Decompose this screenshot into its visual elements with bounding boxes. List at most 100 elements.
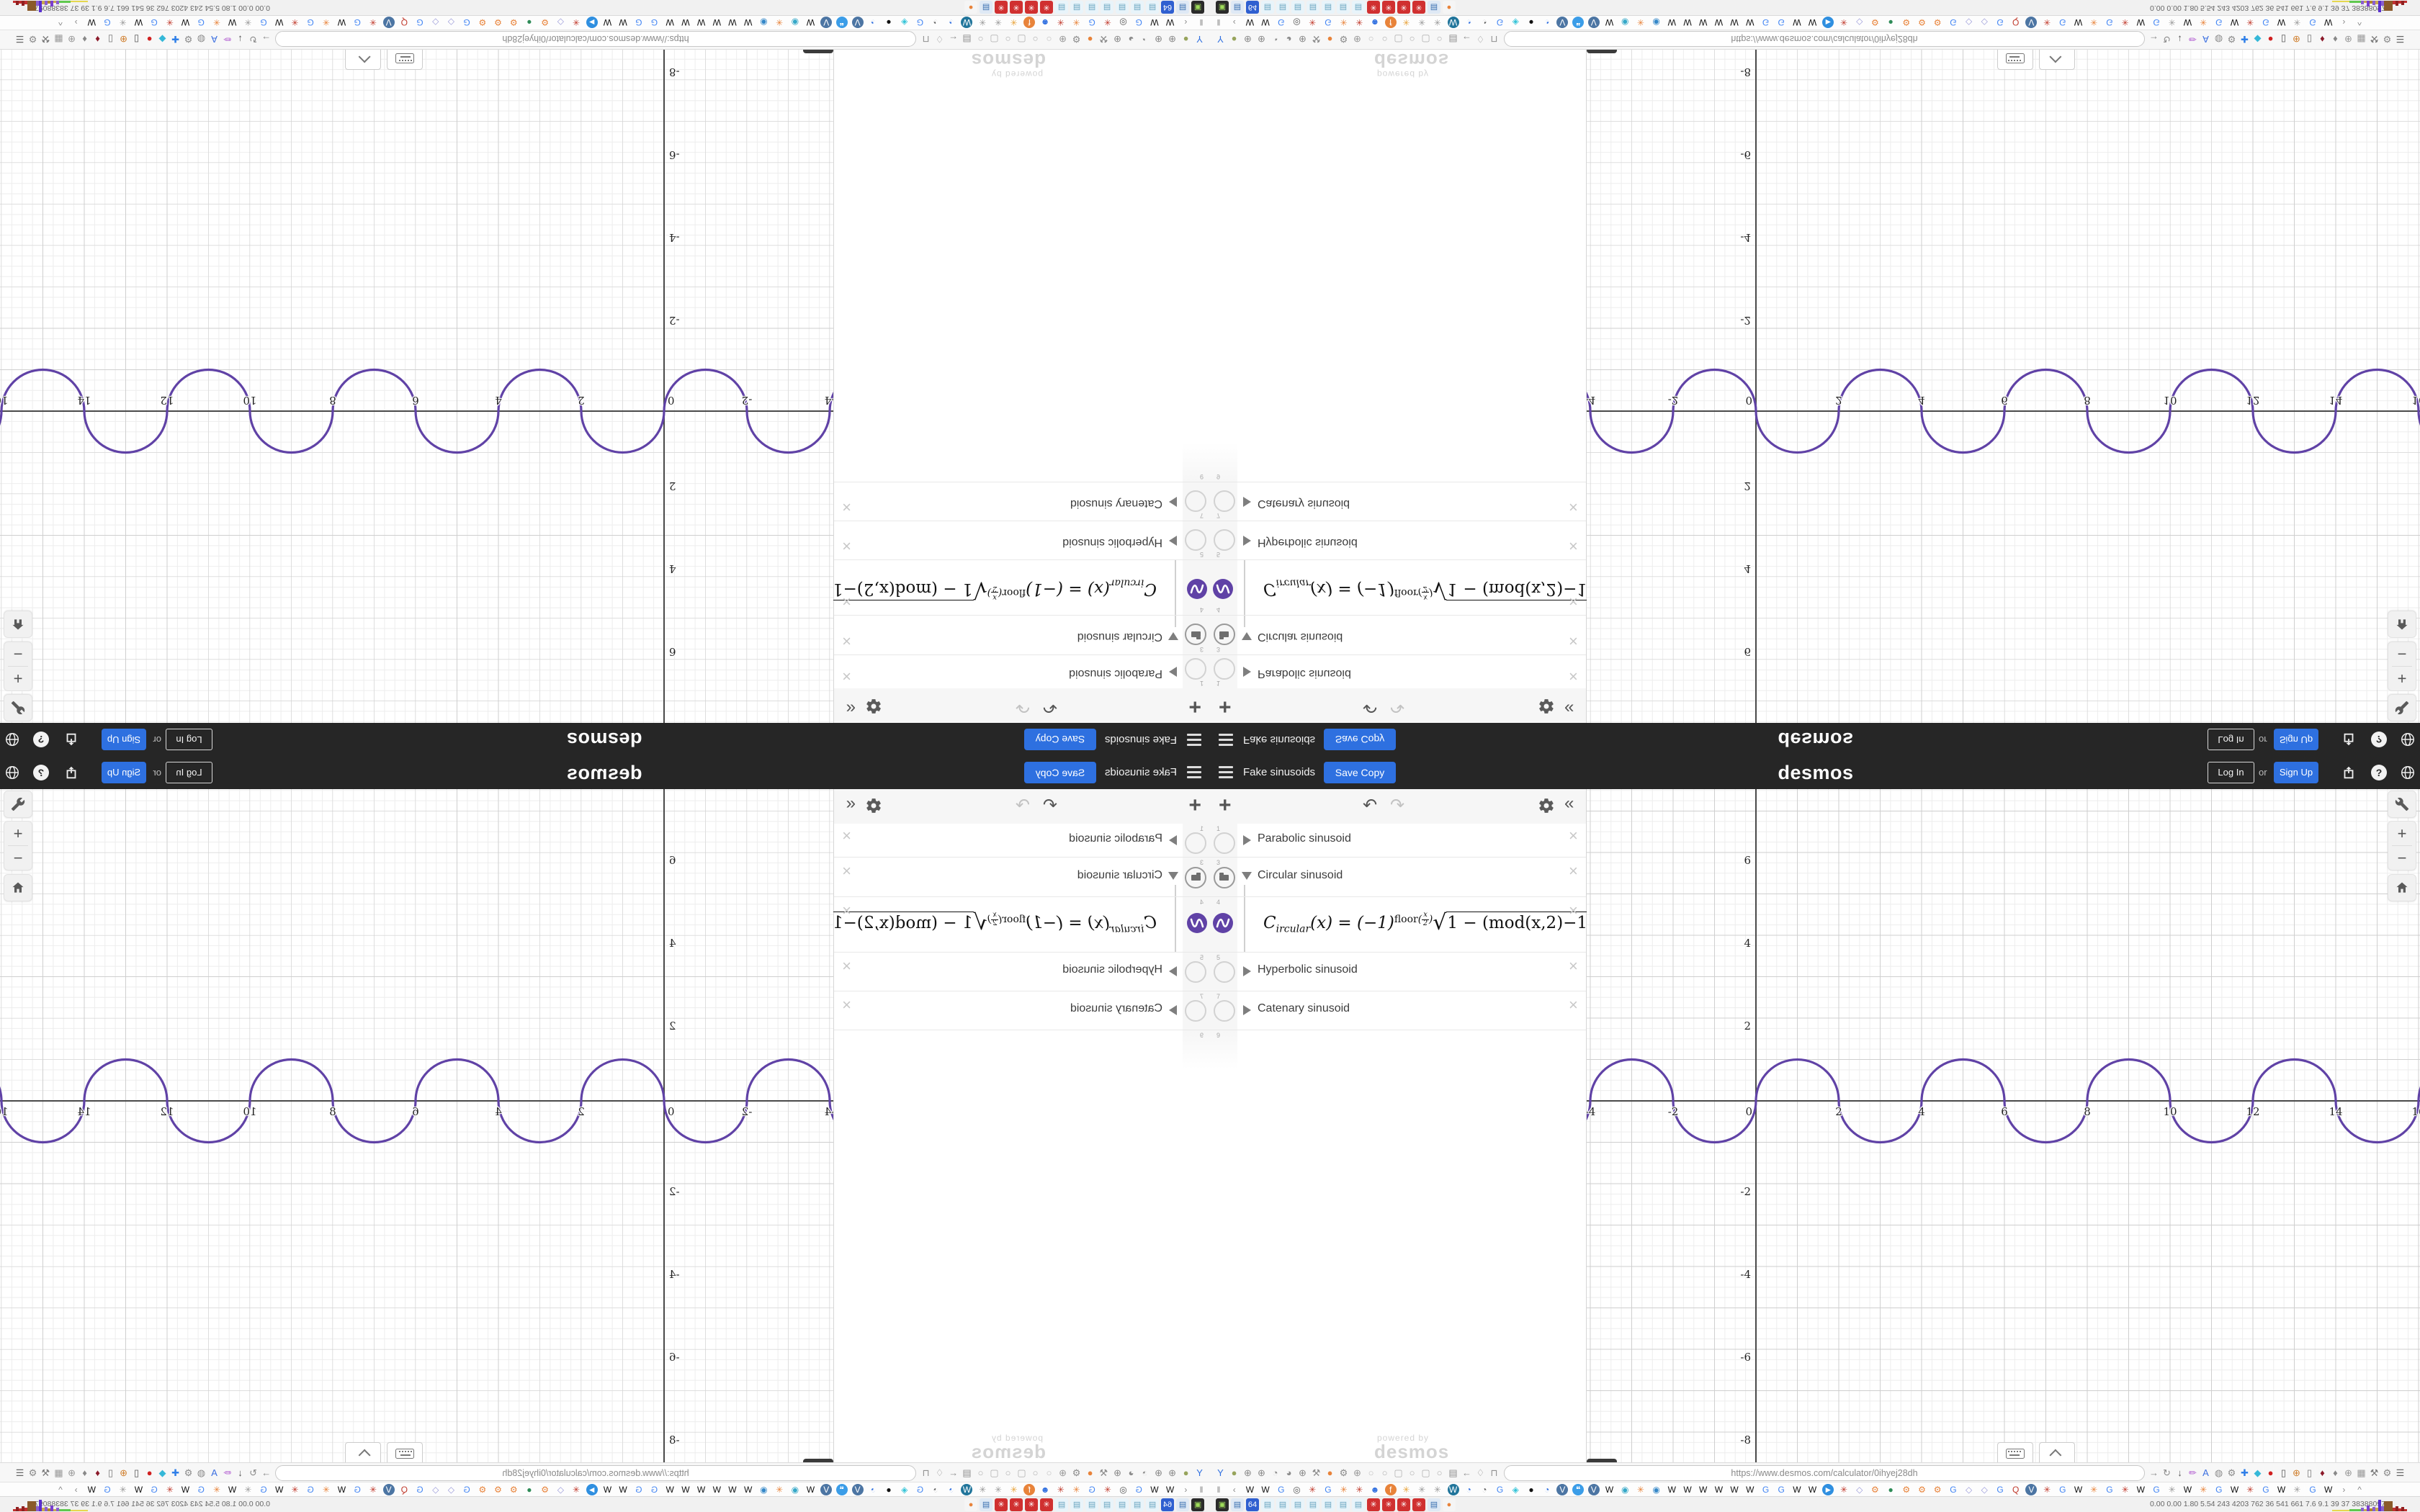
browser-toolbar-icon[interactable]: ● [1087,34,1093,45]
tab-favicon[interactable]: W [2324,1485,2333,1495]
taskbar-app-icon[interactable]: 64 [1161,1,1174,14]
folder-hidden-icon[interactable] [1214,658,1235,680]
tab-favicon[interactable]: W [2277,17,2286,27]
tab-favicon[interactable]: ✳ [776,17,784,27]
tab-favicon[interactable]: ◎ [1293,17,1301,27]
tab-favicon[interactable]: G [1950,17,1957,27]
tab-favicon[interactable]: W [2277,1485,2286,1495]
browser-toolbar-icon[interactable]: ○ [1436,34,1443,45]
tab-favicon[interactable]: ◉ [791,17,799,27]
taskbar-app-icon[interactable]: 64 [1246,1498,1259,1511]
folder-row-catenary[interactable]: 7 Catenary sinusoid × [834,482,1210,521]
tab-favicon[interactable]: G [416,1485,424,1495]
tab-favicon[interactable]: ☻ [1370,1485,1380,1495]
extension-icon[interactable]: ▦ [2357,1467,2366,1478]
browser-toolbar-icon[interactable]: ⊕ [1244,1467,1252,1478]
tab-favicon[interactable]: ◔ [933,1485,938,1495]
tab-favicon[interactable]: ✳ [1839,1485,1848,1495]
zoom-out-button[interactable]: − [2397,645,2407,663]
extension-icon[interactable]: ♦ [2320,34,2325,45]
tab-favicon[interactable]: W [2074,17,2083,27]
tab-favicon[interactable]: G [197,17,205,27]
extension-icon[interactable]: ✚ [171,34,179,45]
tab-favicon[interactable]: ✳ [244,17,252,27]
tab-favicon[interactable]: W [2074,1485,2083,1495]
extension-icon[interactable]: ✚ [2241,34,2249,45]
taskbar-app-icon[interactable]: ✳ [1412,1,1425,14]
tab-favicon[interactable]: G [650,1485,658,1495]
tab-favicon[interactable]: ◇ [432,1485,439,1495]
remove-row-button[interactable]: × [1569,827,1578,845]
tab-favicon[interactable]: ⚙ [1918,17,1926,27]
sign-up-button[interactable]: Sign Up [2274,762,2318,783]
folder-row-hyperbolic[interactable]: 5 Hyperbolic sinusoid × [1210,521,1586,559]
extension-icon[interactable]: ↓ [2177,1467,2182,1478]
remove-row-button[interactable]: × [1569,498,1578,516]
taskbar-app-icon[interactable]: ▤ [1276,1,1289,14]
tab-favicon[interactable]: ✳ [979,1485,987,1495]
tab-favicon[interactable]: ✳ [572,17,581,27]
tab-favicon[interactable]: ☻ [1040,17,1050,27]
folder-hidden-icon[interactable] [1185,490,1206,512]
browser-toolbar-icon[interactable]: ← [1462,34,1471,45]
taskbar-app-icon[interactable]: ▤ [980,1,992,14]
tab-favicon[interactable]: W [1245,17,1255,27]
tab-favicon[interactable]: ► [586,1484,598,1495]
taskbar-app-icon[interactable]: ● [1443,1,1456,14]
extension-icon[interactable]: → [2149,1467,2159,1478]
tab-favicon[interactable]: ‹ [1232,17,1236,27]
tab-favicon[interactable]: ► [1822,17,1834,28]
taskbar-app-icon[interactable]: ▤ [1337,1,1350,14]
browser-toolbar-icon[interactable]: ▢ [990,1467,999,1478]
taskbar-app-icon[interactable]: ✳ [1397,1,1410,14]
sign-up-button[interactable]: Sign Up [102,762,146,783]
folder-row-catenary[interactable]: 7 Catenary sinusoid × [1210,482,1586,521]
taskbar-app-icon[interactable]: ▤ [1131,1,1144,14]
tab-favicon[interactable]: ^ [58,17,63,27]
tab-favicon[interactable]: ✳ [1418,1485,1426,1495]
browser-toolbar-icon[interactable]: ○ [1032,1467,1039,1478]
browser-toolbar-icon[interactable]: Y [1217,1467,1224,1478]
taskbar-app-icon[interactable]: 64 [1246,1,1259,14]
home-button[interactable] [4,611,32,638]
tab-favicon[interactable]: W [728,17,737,27]
tab-favicon[interactable]: ✳ [572,1485,581,1495]
expand-triangle-icon[interactable] [1243,536,1251,546]
taskbar-app-icon[interactable]: ● [964,1498,977,1511]
browser-toolbar-icon[interactable]: ◕ [1128,34,1134,45]
address-bar[interactable]: https://www.desmos.com/calculator/0ihyej… [1504,1465,2145,1481]
extension-icon[interactable]: ▦ [54,34,63,45]
tab-favicon[interactable]: V [1587,17,1600,28]
tab-favicon[interactable]: W [2230,1485,2239,1495]
redo-button[interactable]: ↷ [1015,697,1030,716]
remove-row-button[interactable]: × [1569,862,1578,880]
tab-favicon[interactable]: G [416,17,424,27]
log-in-button[interactable]: Log In [166,762,212,783]
tab-favicon[interactable]: V [851,17,864,28]
taskbar-app-icon[interactable]: ✳ [1025,1498,1038,1511]
tab-favicon[interactable]: ✳ [291,17,299,27]
browser-toolbar-icon[interactable]: ▢ [1394,34,1403,45]
extension-icon[interactable]: ⊕ [120,34,127,45]
tab-favicon[interactable]: ● [526,17,532,27]
tab-favicon[interactable]: ◉ [791,1485,799,1495]
tab-favicon[interactable]: W [961,1484,973,1495]
tab-favicon[interactable]: G [2309,17,2316,27]
tab-favicon[interactable]: ◔ [1482,1485,1487,1495]
tab-favicon[interactable]: ✳ [2293,1485,2301,1495]
tab-favicon[interactable]: V [382,1484,395,1495]
zoom-out-button[interactable]: − [13,849,23,867]
tab-favicon[interactable]: ✳ [1340,1485,1348,1495]
tab-favicon[interactable]: ◔ [933,17,938,27]
undo-button[interactable]: ↶ [1363,796,1378,815]
tab-favicon[interactable]: ✳ [291,1485,299,1495]
taskbar-app-icon[interactable]: ▤ [1085,1,1098,14]
graph-settings-wrench-button[interactable] [4,694,32,721]
folder-row-parabolic[interactable]: 1 Parabolic sinusoid × [1210,654,1586,688]
extension-icon[interactable]: A [2202,34,2209,45]
graph-settings-wrench-button[interactable] [2388,694,2416,721]
address-bar[interactable]: https://www.desmos.com/calculator/0ihyej… [1504,31,2145,47]
extension-icon[interactable]: ⚒ [2370,1467,2379,1478]
